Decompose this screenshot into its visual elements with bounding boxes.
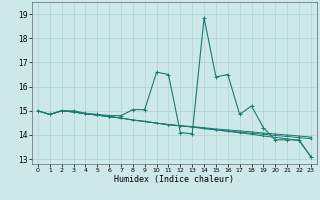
X-axis label: Humidex (Indice chaleur): Humidex (Indice chaleur): [115, 175, 234, 184]
